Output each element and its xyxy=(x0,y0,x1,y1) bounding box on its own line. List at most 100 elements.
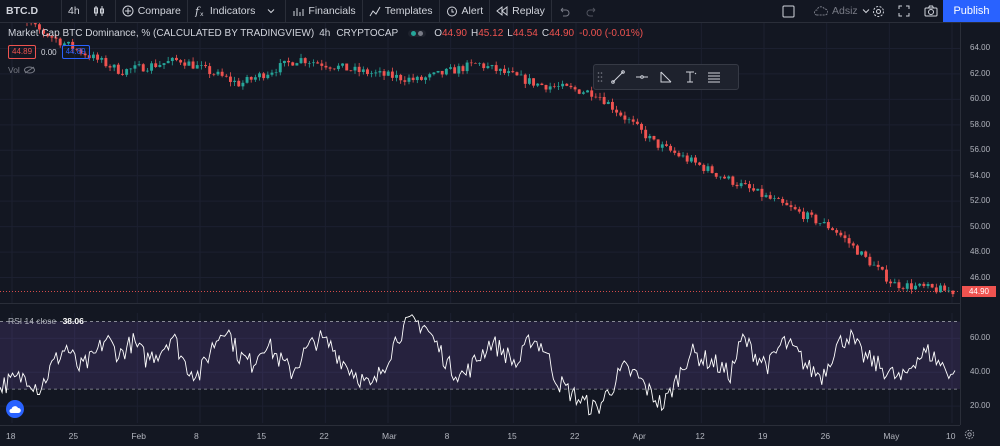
candle-body xyxy=(528,78,531,84)
rsi-chart[interactable] xyxy=(0,313,960,423)
price-tick-label: 62.00 xyxy=(970,69,990,78)
candle xyxy=(113,64,116,71)
more-lines-tool[interactable] xyxy=(702,65,726,89)
candle-body xyxy=(34,23,37,24)
fullscreen-select-button[interactable] xyxy=(776,0,805,22)
candle-body xyxy=(682,156,685,157)
ask-chip[interactable]: 44.89 xyxy=(62,45,90,59)
fullscreen-button[interactable] xyxy=(892,0,920,22)
candle xyxy=(918,283,921,287)
undo-icon xyxy=(558,5,570,17)
rsi-legend[interactable]: RSI 14 close 38.06 xyxy=(8,316,84,326)
undo-button[interactable] xyxy=(552,0,580,22)
candle xyxy=(740,180,743,189)
time-tick-label: 22 xyxy=(570,431,579,441)
candle xyxy=(383,69,386,80)
candle-body xyxy=(628,119,631,120)
candle xyxy=(104,55,107,67)
symbol-search[interactable]: BTC.D xyxy=(0,0,62,22)
chart-type-button[interactable] xyxy=(87,0,116,22)
tv-logo-button[interactable] xyxy=(6,400,24,418)
financials-icon xyxy=(292,5,304,17)
candle xyxy=(187,59,190,66)
candle-body xyxy=(677,153,680,156)
interval-button[interactable]: 4h xyxy=(62,0,87,22)
candle xyxy=(935,284,938,294)
candle xyxy=(760,185,763,201)
candle xyxy=(835,228,838,235)
settings-button[interactable] xyxy=(866,0,895,22)
candle xyxy=(578,89,581,94)
fib-tool[interactable] xyxy=(654,65,678,89)
redo-button[interactable] xyxy=(580,0,608,22)
candle-body xyxy=(769,195,772,199)
candle-body xyxy=(781,199,784,203)
candle-body xyxy=(760,189,763,197)
candle-body xyxy=(578,89,581,93)
time-tick-label: 15 xyxy=(507,431,516,441)
candle xyxy=(657,139,660,150)
price-chart[interactable] xyxy=(0,23,960,303)
financials-button[interactable]: Financials xyxy=(286,0,362,22)
gear-icon xyxy=(964,429,975,440)
candle-body xyxy=(619,113,622,116)
candle xyxy=(827,219,830,230)
candle-body xyxy=(657,139,660,147)
pane-divider[interactable] xyxy=(0,303,960,304)
candle xyxy=(665,141,668,147)
candle xyxy=(300,54,303,64)
volume-legend[interactable]: Vol xyxy=(8,65,35,75)
candle-body xyxy=(893,282,896,283)
candle-body xyxy=(246,77,249,83)
candle-body xyxy=(117,65,120,74)
candle-body xyxy=(524,75,527,84)
candle xyxy=(266,72,269,80)
candle-body xyxy=(470,63,473,64)
candle xyxy=(736,182,739,189)
axis-settings-button[interactable] xyxy=(964,427,975,445)
lines-icon xyxy=(707,70,721,84)
eye-crossed-icon xyxy=(24,66,35,74)
drag-handle[interactable] xyxy=(594,65,606,89)
candle-body xyxy=(673,151,676,153)
candle-body xyxy=(727,177,730,179)
trend-line-tool[interactable] xyxy=(606,65,630,89)
candle xyxy=(823,218,826,223)
candle-body xyxy=(304,58,307,63)
candle-body xyxy=(752,188,755,190)
indicators-dropdown[interactable] xyxy=(261,0,286,22)
candle xyxy=(565,83,568,86)
candle-body xyxy=(358,67,361,72)
candle-body xyxy=(478,63,481,64)
templates-button[interactable]: Templates xyxy=(363,0,440,22)
alert-button[interactable]: Alert xyxy=(440,0,491,22)
text-tool[interactable] xyxy=(678,65,702,89)
candle-body xyxy=(706,166,709,171)
publish-label: Publish xyxy=(953,5,989,17)
compare-button[interactable]: Compare xyxy=(116,0,188,22)
candle xyxy=(349,70,352,71)
bid-chip[interactable]: 44.89 xyxy=(8,45,36,59)
candle xyxy=(507,68,510,77)
candle xyxy=(756,189,759,191)
candle xyxy=(258,72,261,81)
close-label: C xyxy=(542,28,549,39)
replay-button[interactable]: Replay xyxy=(490,0,552,22)
candle xyxy=(341,63,344,67)
candle-body xyxy=(391,72,394,78)
time-tick-label: 18 xyxy=(6,431,15,441)
candle xyxy=(129,68,132,73)
publish-button[interactable]: Publish xyxy=(943,0,1000,22)
time-tick-label: 10 xyxy=(946,431,955,441)
market-status-icon[interactable] xyxy=(408,30,426,37)
candle xyxy=(183,59,186,69)
candle xyxy=(482,62,485,70)
candle-body xyxy=(827,222,830,228)
candle-body xyxy=(819,223,822,224)
horizontal-ray-tool[interactable] xyxy=(630,65,654,89)
candle xyxy=(520,70,523,75)
candle xyxy=(387,70,390,76)
